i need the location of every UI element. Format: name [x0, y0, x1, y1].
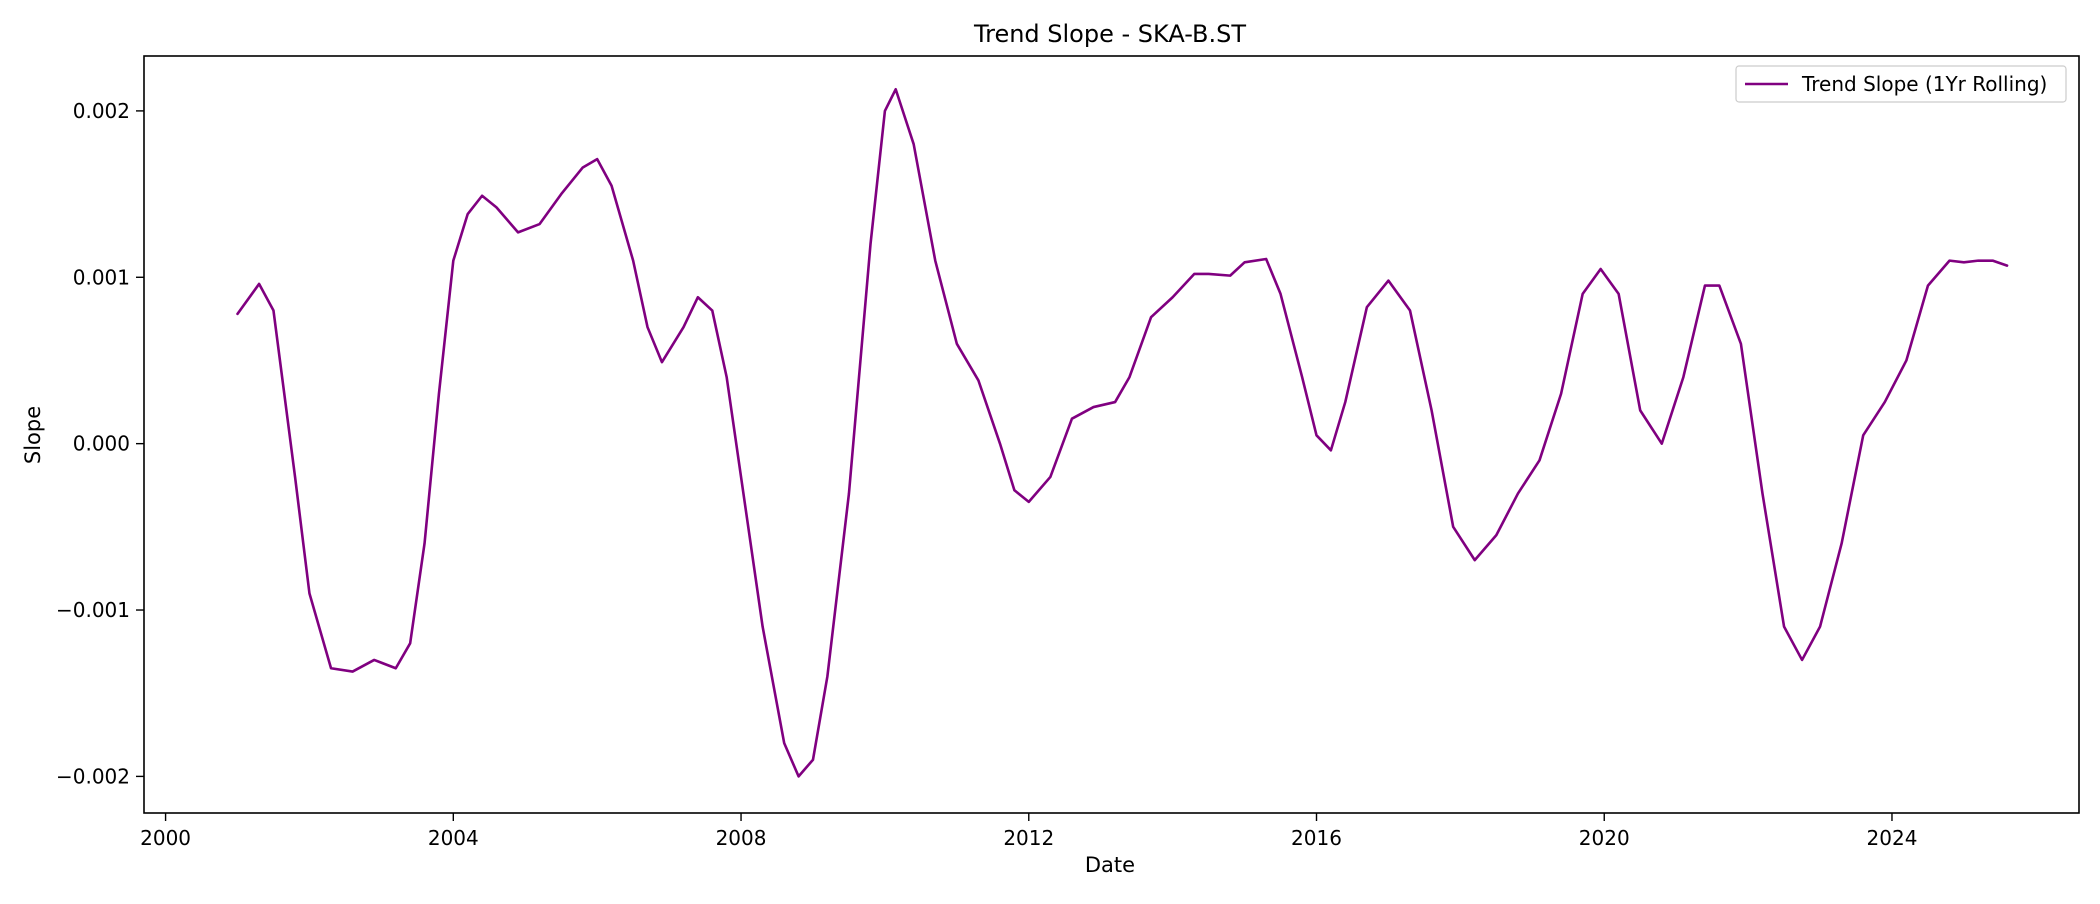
legend: Trend Slope (1Yr Rolling) [1735, 65, 2067, 103]
legend-label: Trend Slope (1Yr Rolling) [1801, 72, 2047, 96]
plot-layer [236, 87, 2009, 778]
y-tick-label: 0.001 [73, 265, 130, 289]
series-line-0 [236, 87, 2009, 778]
x-axis-ticks: 2000 2004 2008 2012 2016 2020 2024 [140, 813, 1917, 850]
x-tick-label: 2008 [716, 826, 767, 850]
plot-frame [143, 55, 2080, 814]
y-tick-label: 0.002 [73, 99, 130, 123]
x-axis-label: Date [1085, 853, 1135, 877]
x-tick-label: 2012 [1003, 826, 1054, 850]
x-tick-label: 2016 [1291, 826, 1342, 850]
legend-box [1735, 65, 2067, 103]
y-axis-label: Slope [21, 406, 45, 464]
chart-title: Trend Slope - SKA-B.ST [973, 20, 1246, 48]
x-tick-label: 2004 [428, 826, 479, 850]
y-tick-label: −0.002 [56, 764, 130, 788]
y-tick-label: 0.000 [73, 432, 130, 456]
x-tick-label: 2000 [140, 826, 191, 850]
y-tick-label: −0.001 [56, 598, 130, 622]
y-axis-ticks: −0.002 −0.001 0.000 0.001 0.002 [56, 99, 144, 788]
x-tick-label: 2024 [1867, 826, 1918, 850]
x-tick-label: 2020 [1579, 826, 1630, 850]
